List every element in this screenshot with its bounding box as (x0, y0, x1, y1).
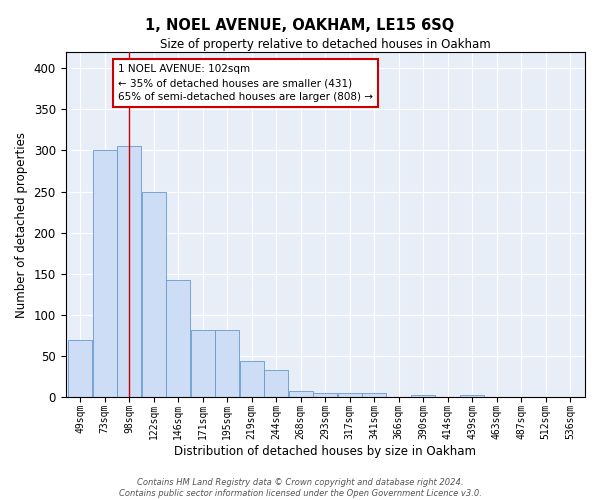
Bar (93, 150, 116, 398)
Bar (265, 370, 288, 398)
Text: 1 NOEL AVENUE: 102sqm
← 35% of detached houses are smaller (431)
65% of semi-det: 1 NOEL AVENUE: 102sqm ← 35% of detached … (118, 64, 373, 102)
Bar (460, 395, 484, 398)
Bar (118, 146, 141, 398)
Text: 1, NOEL AVENUE, OAKHAM, LE15 6SQ: 1, NOEL AVENUE, OAKHAM, LE15 6SQ (145, 18, 455, 32)
Bar (68, 340, 92, 398)
Bar (412, 395, 435, 398)
Bar (191, 330, 215, 398)
Bar (142, 192, 166, 398)
Bar (215, 330, 239, 398)
Bar (313, 394, 337, 398)
Bar (289, 391, 313, 398)
X-axis label: Distribution of detached houses by size in Oakham: Distribution of detached houses by size … (174, 444, 476, 458)
Bar (362, 394, 386, 398)
Text: Contains HM Land Registry data © Crown copyright and database right 2024.
Contai: Contains HM Land Registry data © Crown c… (119, 478, 481, 498)
Y-axis label: Number of detached properties: Number of detached properties (15, 132, 28, 318)
Bar (240, 361, 263, 398)
Bar (166, 280, 190, 398)
Title: Size of property relative to detached houses in Oakham: Size of property relative to detached ho… (160, 38, 491, 51)
Bar (338, 394, 362, 398)
